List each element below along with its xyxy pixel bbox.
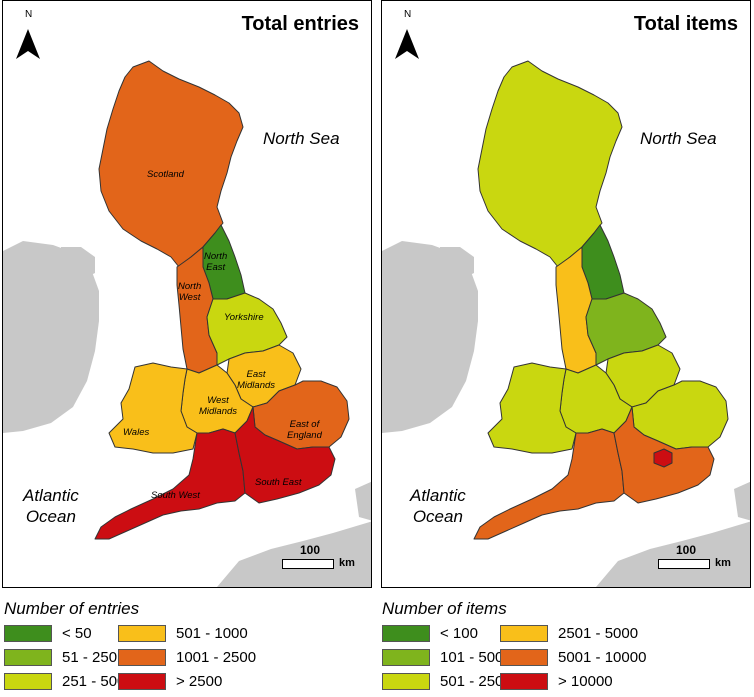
scale-value: 100 (676, 543, 697, 557)
ocean-label-line: Ocean (412, 507, 463, 526)
region-label-wales: Wales (123, 427, 150, 438)
legend-swatch (500, 625, 548, 642)
legend-swatch (118, 649, 166, 666)
legend-swatch (4, 625, 52, 642)
north-letter: N (404, 9, 412, 20)
legend-label: 501 - 1000 (176, 625, 248, 642)
legend-label: > 10000 (558, 673, 613, 690)
region-label-north-east: North East (204, 251, 228, 273)
region-label-east-of-england: East of England (287, 419, 322, 441)
entries-map (3, 29, 371, 587)
ocean-label-line: Ocean (25, 507, 76, 526)
north-arrow-icon (395, 29, 419, 59)
north-arrow-icon (16, 29, 40, 59)
legend-label: < 100 (440, 625, 478, 642)
france-land (217, 521, 371, 587)
map-title: Total entries (241, 13, 359, 35)
ireland-land (3, 241, 99, 433)
region-label-south-east: South East (255, 477, 302, 488)
scale-unit: km (339, 557, 355, 569)
region-london (653, 448, 673, 468)
legend-label: 2501 - 5000 (558, 625, 639, 642)
legend-swatch (118, 673, 166, 690)
ocean-label-line: Atlantic (23, 486, 79, 505)
legend-swatch (382, 673, 430, 690)
scale-unit: km (715, 557, 731, 569)
map-title: Total items (633, 13, 738, 35)
scale-bar (282, 559, 334, 569)
ocean-label: Atlantic Ocean (23, 485, 79, 527)
scale-value: 100 (300, 543, 321, 557)
region-label-yorkshire: Yorkshire (224, 312, 264, 323)
legend-title: Number of entries (4, 599, 140, 618)
region-wales (108, 362, 198, 454)
sea-label: North Sea (263, 129, 340, 148)
legend-label: < 50 (62, 625, 92, 642)
legend-label: 51 - 250 (62, 649, 118, 666)
legend-label: 501 - 2500 (440, 673, 512, 690)
legend-swatch (382, 649, 430, 666)
north-letter: N (25, 9, 33, 20)
legend-swatch (118, 625, 166, 642)
france-land (596, 521, 750, 587)
region-label-west-midlands: West Midlands (199, 395, 238, 417)
sea-label: North Sea (640, 129, 717, 148)
legend-swatch (4, 649, 52, 666)
legend-label: 101 - 500 (440, 649, 504, 666)
legend-swatch (500, 673, 548, 690)
region-wales (487, 362, 577, 454)
region-label-south-west: South West (151, 490, 200, 501)
legend-swatch (4, 673, 52, 690)
northern-ireland-land (61, 247, 95, 279)
northern-ireland-land (440, 247, 474, 279)
region-label-scotland: Scotland (147, 169, 184, 180)
legend-title: Number of items (382, 599, 507, 618)
continent-land (734, 481, 750, 521)
ocean-label: Atlantic Ocean (410, 485, 466, 527)
legend-label: 1001 - 2500 (176, 649, 257, 666)
items-map-panel: N Total items North Sea Atlantic Ocean 1… (381, 0, 751, 588)
region-label-north-west: North West (178, 281, 202, 303)
legend-swatch (382, 625, 430, 642)
ocean-label-line: Atlantic (410, 486, 466, 505)
entries-map-panel: N Total entries North Sea Atlantic Ocean… (2, 0, 372, 588)
scale-bar (658, 559, 710, 569)
legend-label: 251 - 500 (62, 673, 126, 690)
region-south-east (234, 406, 336, 504)
legend-label: > 2500 (176, 673, 223, 690)
continent-land (355, 481, 371, 521)
items-map (382, 29, 750, 587)
legend-swatch (500, 649, 548, 666)
legend-label: 5001 - 10000 (558, 649, 647, 666)
ireland-land (382, 241, 478, 433)
region-label-east-midlands: East Midlands (237, 369, 276, 391)
